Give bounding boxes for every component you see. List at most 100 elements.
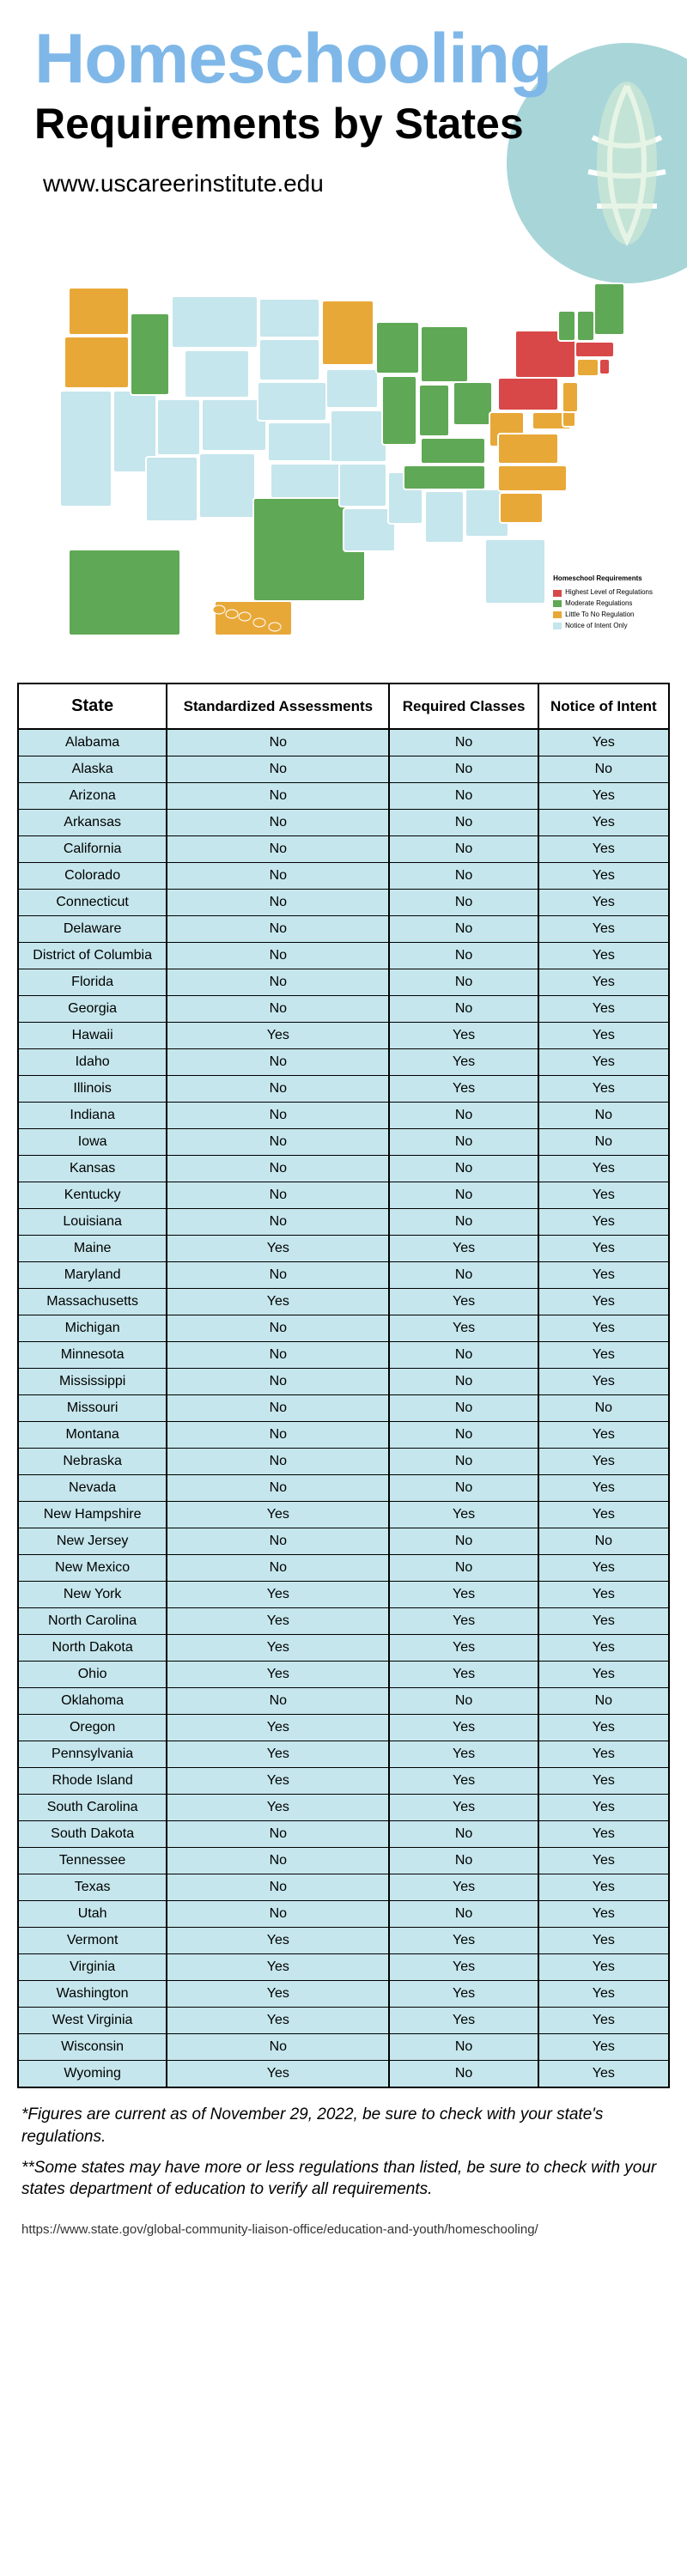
source-url: https://www.state.gov/global-community-l… — [0, 2218, 687, 2258]
table-cell: Iowa — [18, 1129, 167, 1156]
state-UT — [157, 399, 200, 455]
table-row: District of ColumbiaNoNoYes — [18, 943, 669, 969]
table-cell: Yes — [538, 1209, 669, 1236]
table-row: New YorkYesYesYes — [18, 1582, 669, 1608]
requirements-table: StateStandardized AssessmentsRequired Cl… — [17, 683, 670, 2088]
table-cell: No — [167, 1103, 389, 1129]
table-row: MichiganNoYesYes — [18, 1315, 669, 1342]
table-cell: No — [167, 1182, 389, 1209]
table-cell: Virginia — [18, 1954, 167, 1981]
map-legend: Homeschool Requirements Highest Level of… — [553, 574, 653, 631]
table-cell: No — [167, 996, 389, 1023]
state-ND — [259, 299, 319, 337]
table-cell: Yes — [538, 1182, 669, 1209]
state-ID — [131, 313, 169, 395]
table-cell: Yes — [538, 1741, 669, 1768]
table-cell: No — [167, 1315, 389, 1342]
table-cell: Oregon — [18, 1715, 167, 1741]
table-row: NebraskaNoNoYes — [18, 1449, 669, 1475]
table-cell: No — [389, 756, 538, 783]
table-cell: Yes — [538, 1848, 669, 1874]
table-cell: Kentucky — [18, 1182, 167, 1209]
table-cell: No — [389, 729, 538, 756]
table-cell: No — [167, 783, 389, 810]
table-cell: No — [538, 1688, 669, 1715]
state-WY — [185, 350, 249, 398]
table-cell: West Virginia — [18, 2008, 167, 2034]
table-cell: No — [389, 2034, 538, 2061]
table-row: MontanaNoNoYes — [18, 1422, 669, 1449]
table-cell: No — [538, 1395, 669, 1422]
table-cell: Yes — [538, 1608, 669, 1635]
state-RI — [599, 359, 610, 374]
table-cell: Yes — [538, 1981, 669, 2008]
table-cell: Yes — [389, 1954, 538, 1981]
footnote: **Some states may have more or less regu… — [21, 2157, 666, 2201]
table-row: Rhode IslandYesYesYes — [18, 1768, 669, 1795]
table-cell: Yes — [538, 1874, 669, 1901]
table-cell: Yes — [538, 1901, 669, 1928]
table-row: ColoradoNoNoYes — [18, 863, 669, 890]
table-cell: Montana — [18, 1422, 167, 1449]
table-row: DelawareNoNoYes — [18, 916, 669, 943]
table-cell: No — [389, 2061, 538, 2088]
state-VT — [558, 311, 575, 341]
table-cell: Massachusetts — [18, 1289, 167, 1315]
table-cell: Yes — [167, 1582, 389, 1608]
table-cell: South Dakota — [18, 1821, 167, 1848]
table-cell: Yes — [538, 783, 669, 810]
table-row: WisconsinNoNoYes — [18, 2034, 669, 2061]
legend-label: Moderate Regulations — [565, 598, 632, 610]
table-row: IndianaNoNoNo — [18, 1103, 669, 1129]
table-cell: No — [167, 1076, 389, 1103]
table-cell: Yes — [167, 1289, 389, 1315]
table-header-cell: Notice of Intent — [538, 683, 669, 729]
table-cell: Yes — [538, 2061, 669, 2088]
table-cell: New Mexico — [18, 1555, 167, 1582]
legend-swatch — [553, 623, 562, 629]
table-cell: Yes — [538, 1582, 669, 1608]
table-cell: No — [389, 863, 538, 890]
table-cell: Yes — [389, 1768, 538, 1795]
table-cell: Yes — [389, 1236, 538, 1262]
table-cell: North Carolina — [18, 1608, 167, 1635]
table-cell: Yes — [389, 1795, 538, 1821]
table-row: New HampshireYesYesYes — [18, 1502, 669, 1528]
table-cell: No — [538, 1103, 669, 1129]
table-cell: Yes — [389, 1874, 538, 1901]
table-cell: Yes — [538, 1422, 669, 1449]
table-cell: No — [389, 1209, 538, 1236]
table-cell: Yes — [538, 729, 669, 756]
table-cell: Alabama — [18, 729, 167, 756]
state-WI — [376, 322, 419, 374]
state-CT — [577, 359, 599, 376]
table-row: KansasNoNoYes — [18, 1156, 669, 1182]
table-cell: North Dakota — [18, 1635, 167, 1662]
table-cell: Yes — [389, 2008, 538, 2034]
table-cell: Yes — [167, 1608, 389, 1635]
table-cell: Arkansas — [18, 810, 167, 836]
table-cell: No — [389, 890, 538, 916]
table-cell: No — [167, 1262, 389, 1289]
table-cell: Wisconsin — [18, 2034, 167, 2061]
table-header-cell: State — [18, 683, 167, 729]
table-cell: Yes — [167, 1795, 389, 1821]
table-row: New JerseyNoNoNo — [18, 1528, 669, 1555]
table-cell: Yes — [167, 1662, 389, 1688]
table-cell: No — [167, 1422, 389, 1449]
state-SD — [259, 339, 319, 380]
requirements-table-wrap: StateStandardized AssessmentsRequired Cl… — [0, 683, 687, 2088]
state-IL — [382, 376, 416, 445]
table-cell: Yes — [538, 1262, 669, 1289]
table-cell: Yes — [389, 1741, 538, 1768]
table-header-cell: Required Classes — [389, 683, 538, 729]
table-cell: Yes — [167, 1236, 389, 1262]
state-CA — [60, 391, 112, 507]
legend-label: Little To No Regulation — [565, 610, 634, 621]
table-cell: Colorado — [18, 863, 167, 890]
table-cell: No — [389, 1129, 538, 1156]
table-cell: Yes — [538, 943, 669, 969]
state-OH — [453, 382, 492, 425]
table-cell: No — [167, 810, 389, 836]
state-OK — [271, 464, 348, 498]
